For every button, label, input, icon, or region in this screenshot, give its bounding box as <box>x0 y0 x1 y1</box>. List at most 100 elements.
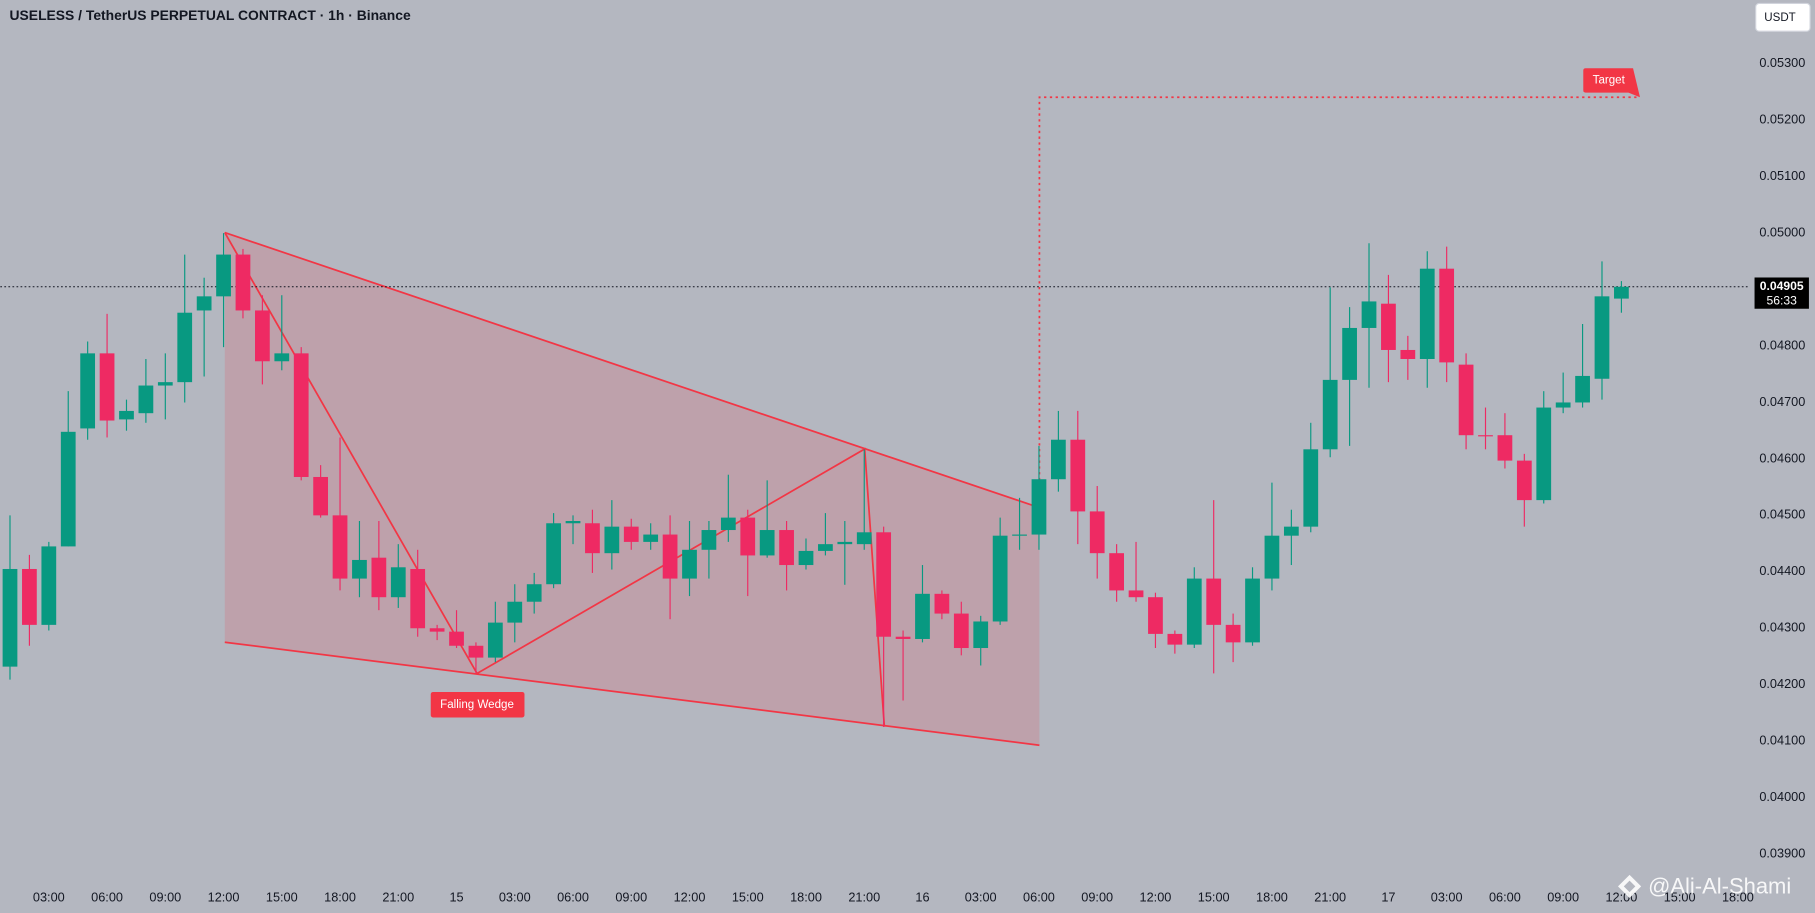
candle-body <box>255 310 270 362</box>
candle-body <box>1594 296 1610 379</box>
candle-body <box>623 526 639 542</box>
candle-body <box>1012 534 1027 536</box>
candle-body <box>1031 479 1047 535</box>
candle-body <box>837 541 853 545</box>
candle-body <box>1614 286 1629 299</box>
currency-label[interactable]: USDT <box>1764 12 1795 24</box>
x-tick-label: 06:00 <box>557 889 589 904</box>
candle-body <box>352 559 367 579</box>
x-tick-label: 03:00 <box>499 889 531 904</box>
candle-body <box>720 517 736 531</box>
candle-body <box>740 517 756 556</box>
y-tick-label: 0.05200 <box>1759 112 1805 127</box>
candle-body <box>1303 449 1319 527</box>
x-tick-label: 18:00 <box>790 889 822 904</box>
candle-body <box>1439 268 1455 363</box>
chart-title: USELESS / TetherUS PERPETUAL CONTRACT · … <box>10 7 411 23</box>
candle-body <box>1497 435 1513 461</box>
x-tick-label: 12:00 <box>208 889 240 904</box>
y-tick-label: 0.04500 <box>1759 507 1805 522</box>
last-price-badge <box>1754 277 1809 309</box>
candle-body <box>216 254 231 297</box>
candle-body <box>934 593 950 614</box>
x-tick-label: 06:00 <box>1023 889 1055 904</box>
wedge-area <box>224 232 1040 746</box>
pattern-label: Falling Wedge <box>440 699 514 711</box>
drawings <box>224 96 1640 747</box>
overlay: Falling Wedge Target USELESS / TetherUS … <box>10 2 1811 718</box>
target-path <box>1038 96 1640 510</box>
x-tick-label: 21:00 <box>848 889 880 904</box>
candle-body <box>449 631 464 646</box>
target-label: Target <box>1593 74 1626 86</box>
candle-body <box>953 613 969 649</box>
candle-body <box>1555 402 1571 408</box>
candle-body <box>701 530 717 550</box>
candle-body <box>99 353 115 421</box>
candle-body <box>1109 553 1125 591</box>
candle-body <box>856 532 872 545</box>
candle-body <box>818 544 833 551</box>
candle-body <box>1264 535 1280 579</box>
candle-body <box>1458 364 1474 436</box>
y-tick-label: 0.05100 <box>1759 168 1805 183</box>
currency-button[interactable] <box>1755 2 1811 32</box>
candle-body <box>274 353 290 362</box>
candle-body <box>1148 597 1163 634</box>
candle-body <box>119 410 134 420</box>
x-tick-label: 09:00 <box>1547 889 1579 904</box>
x-tick-label: 12:00 <box>1140 889 1172 904</box>
candle-body <box>22 568 37 625</box>
candle-body <box>196 296 212 311</box>
candle-body <box>177 312 193 383</box>
candle-body <box>468 645 484 658</box>
y-tick-label: 0.04600 <box>1759 450 1805 465</box>
candle-body <box>157 382 173 386</box>
candle-body <box>1225 624 1241 643</box>
candle-body <box>332 515 348 579</box>
candle-body <box>1419 268 1435 360</box>
pattern-label-box <box>430 691 525 718</box>
y-tick-label: 0.04700 <box>1759 394 1805 409</box>
candle-body <box>915 593 930 639</box>
candle-body <box>2 568 18 667</box>
candle-body <box>390 567 406 598</box>
candle-body <box>1283 526 1299 536</box>
candle-body <box>973 621 989 649</box>
y-tick-label: 0.04000 <box>1759 789 1805 804</box>
candle-body <box>1186 578 1202 645</box>
x-tick-label: 06:00 <box>91 889 123 904</box>
candle-body <box>798 550 814 566</box>
candle-body <box>60 431 76 547</box>
last-price-label: 0.04905 <box>1760 279 1804 293</box>
candle-body <box>1167 633 1183 645</box>
x-tick-label: 15:00 <box>1198 889 1230 904</box>
candle-body <box>662 534 678 579</box>
candle-body <box>643 534 659 542</box>
y-tick-label: 0.04300 <box>1759 620 1805 635</box>
candle-body <box>410 568 426 629</box>
x-tick-label: 15 <box>449 889 463 904</box>
x-tick-label: 03:00 <box>33 889 65 904</box>
x-tick-label: 16 <box>915 889 929 904</box>
candle-body <box>1206 578 1222 625</box>
candle-body <box>235 254 251 311</box>
x-tick-label: 03:00 <box>1431 889 1463 904</box>
y-tick-label: 0.04100 <box>1759 733 1805 748</box>
y-tick-label: 0.04200 <box>1759 676 1805 691</box>
candle-body <box>507 601 523 623</box>
candle-body <box>585 523 600 554</box>
countdown-label: 56:33 <box>1767 293 1798 307</box>
watermark-icon <box>1617 874 1642 898</box>
candle-body <box>565 521 581 524</box>
x-tick-label: 18:00 <box>324 889 356 904</box>
candle-body <box>313 476 329 516</box>
x-tick-label: 21:00 <box>1314 889 1346 904</box>
y-tick-label: 0.05000 <box>1759 224 1805 239</box>
candle-body <box>604 526 620 554</box>
x-tick-label: 03:00 <box>965 889 997 904</box>
x-tick-label: 09:00 <box>149 889 181 904</box>
candle-body <box>1361 301 1377 328</box>
x-tick-label: 06:00 <box>1489 889 1521 904</box>
